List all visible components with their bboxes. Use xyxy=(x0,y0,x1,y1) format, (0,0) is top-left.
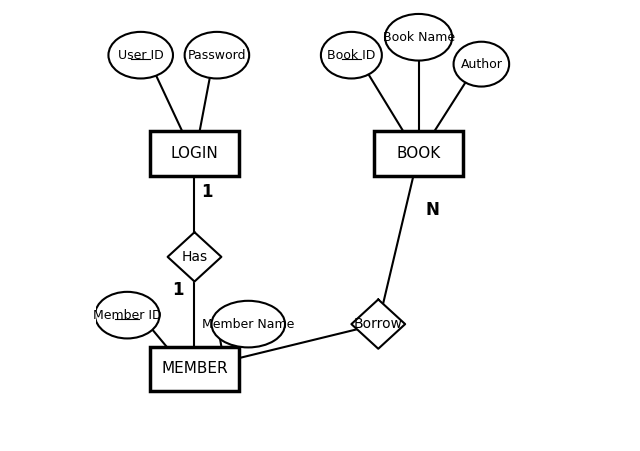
Text: 1: 1 xyxy=(201,183,212,201)
Polygon shape xyxy=(168,232,221,281)
Ellipse shape xyxy=(95,292,159,338)
Ellipse shape xyxy=(212,301,285,347)
FancyBboxPatch shape xyxy=(150,131,239,176)
Text: N: N xyxy=(426,201,439,219)
Ellipse shape xyxy=(321,32,382,78)
Text: Borrow: Borrow xyxy=(354,317,403,331)
Text: Password: Password xyxy=(188,49,246,62)
Ellipse shape xyxy=(184,32,249,78)
Ellipse shape xyxy=(108,32,173,78)
Polygon shape xyxy=(351,299,405,349)
Ellipse shape xyxy=(385,14,452,60)
FancyBboxPatch shape xyxy=(150,346,239,391)
Text: BOOK: BOOK xyxy=(397,146,441,161)
Text: Book ID: Book ID xyxy=(327,49,376,62)
Ellipse shape xyxy=(454,42,509,87)
Text: Author: Author xyxy=(460,58,502,71)
Text: Book Name: Book Name xyxy=(383,31,454,44)
Text: LOGIN: LOGIN xyxy=(171,146,218,161)
Text: User ID: User ID xyxy=(118,49,164,62)
Text: Member Name: Member Name xyxy=(202,318,294,331)
Text: Member ID: Member ID xyxy=(93,308,161,322)
Text: MEMBER: MEMBER xyxy=(161,361,228,377)
Text: 1: 1 xyxy=(172,281,183,299)
Text: Has: Has xyxy=(181,250,207,264)
FancyBboxPatch shape xyxy=(374,131,463,176)
